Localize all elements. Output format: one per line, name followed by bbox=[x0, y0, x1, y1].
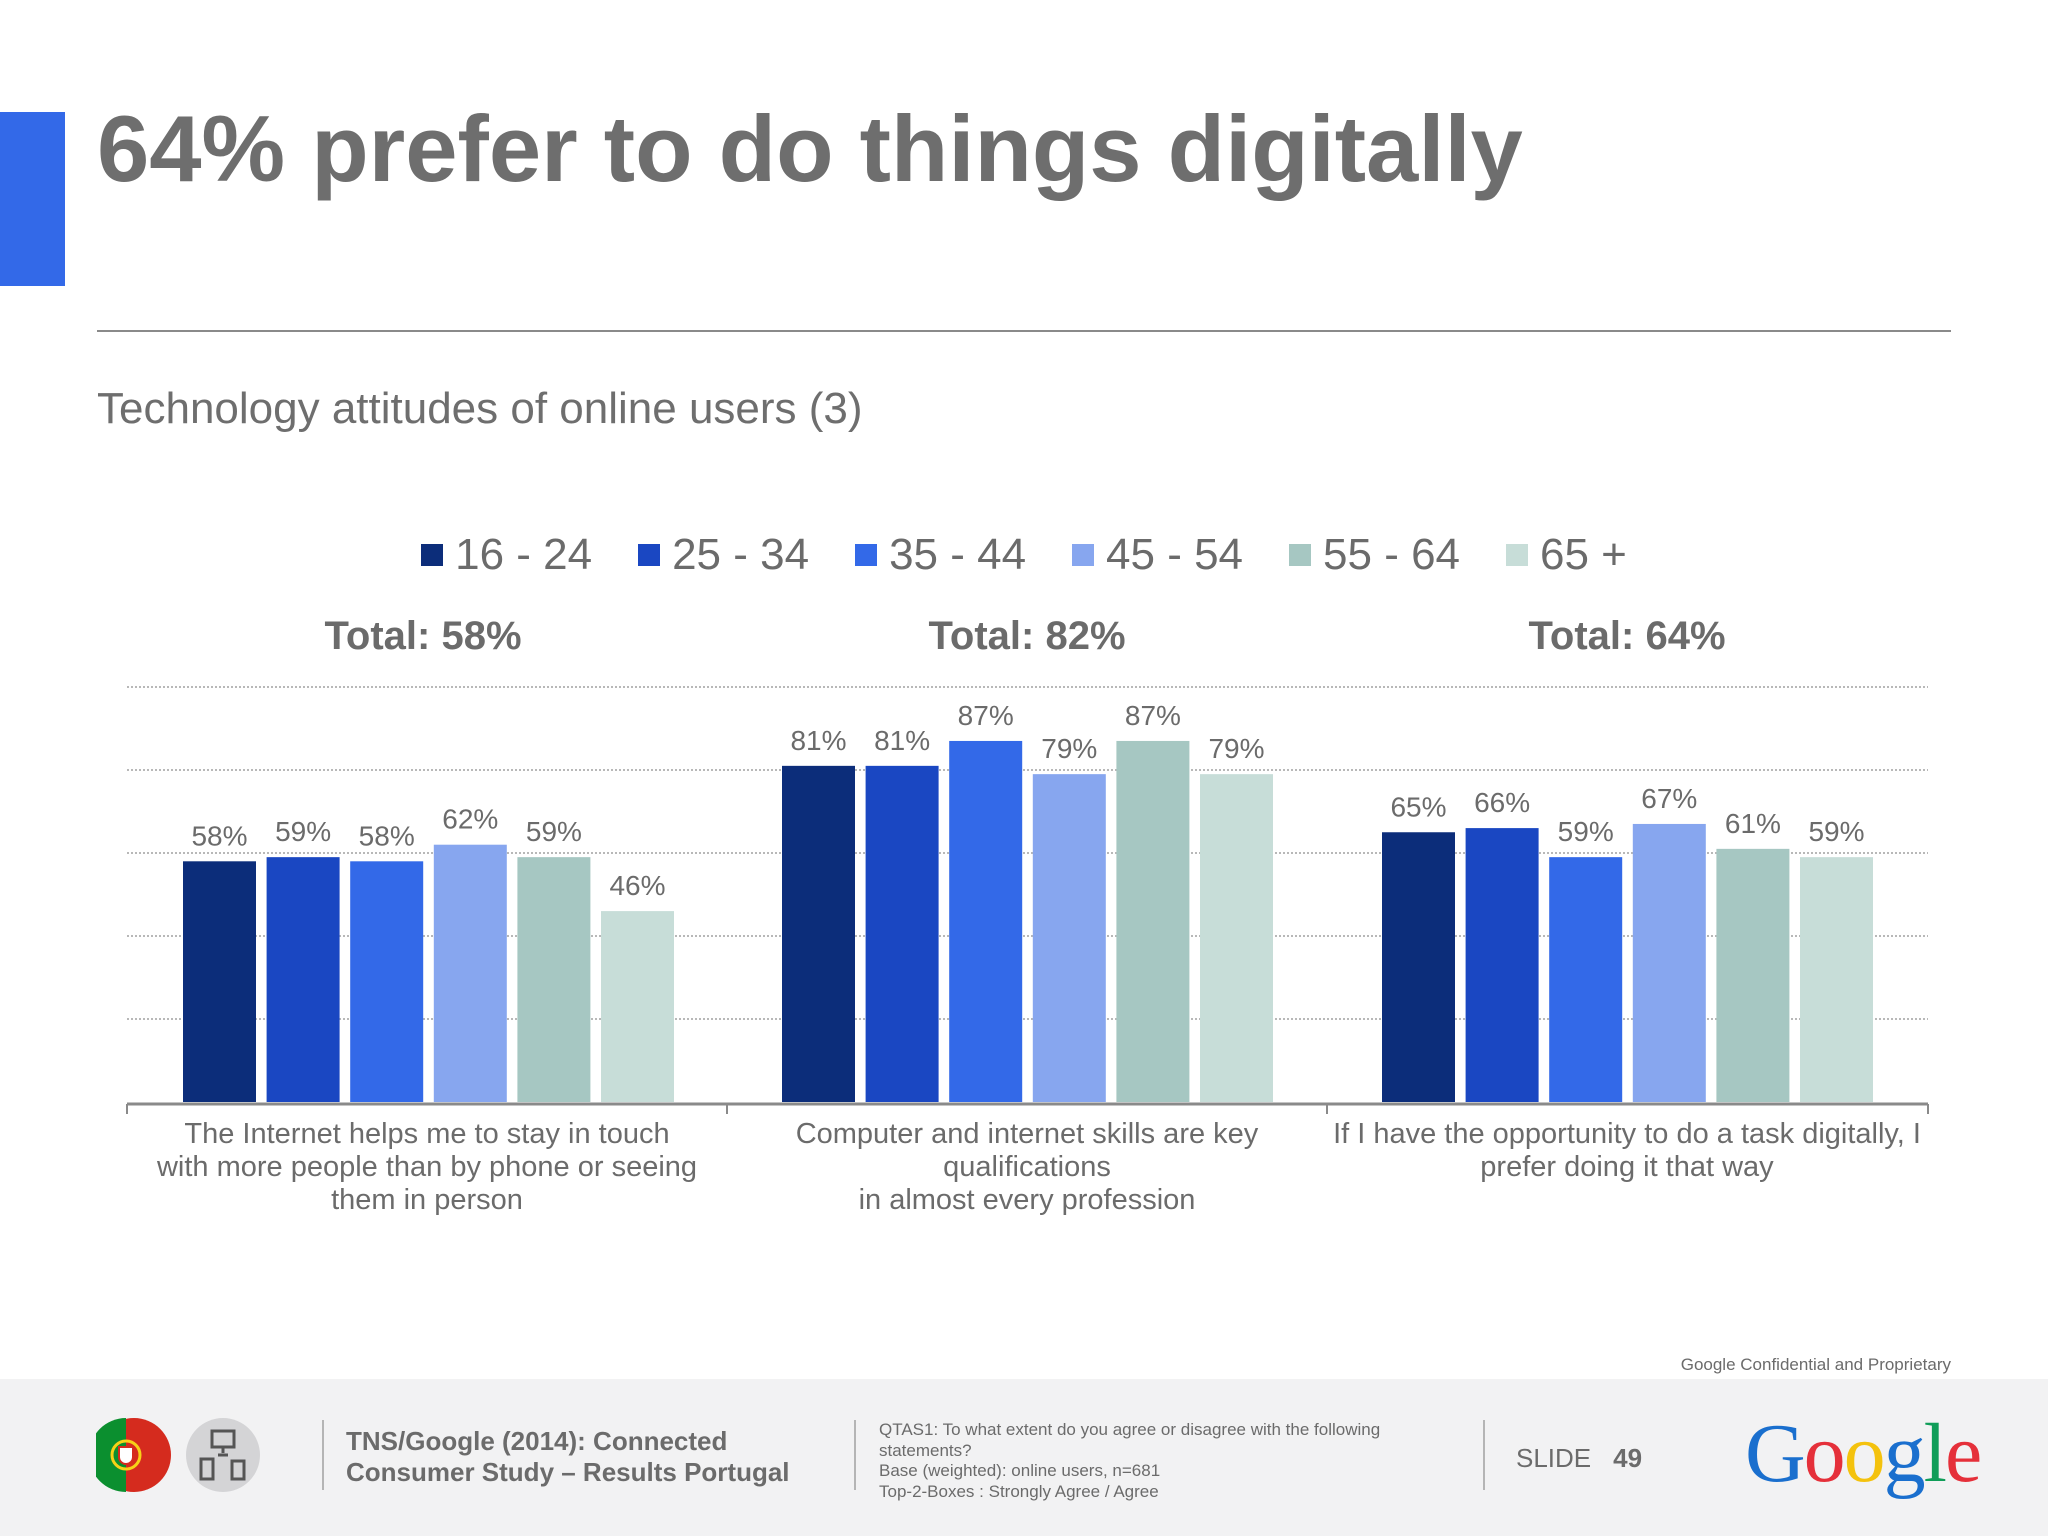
bar bbox=[183, 861, 256, 1102]
category-label: The Internet helps me to stay in touch wi… bbox=[127, 1118, 727, 1217]
google-logo: Google bbox=[1745, 1407, 1982, 1500]
category-label: Computer and internet skills are key qual… bbox=[727, 1118, 1327, 1217]
data-label: 66% bbox=[1474, 787, 1530, 818]
legend-swatch bbox=[1289, 544, 1312, 566]
data-label: 58% bbox=[191, 820, 247, 851]
data-label: 61% bbox=[1725, 808, 1781, 839]
footer-divider bbox=[854, 1420, 856, 1490]
legend-item: 16 - 24 bbox=[421, 530, 592, 580]
bar bbox=[350, 861, 424, 1102]
legend-item: 55 - 64 bbox=[1289, 530, 1460, 580]
legend-label: 25 - 34 bbox=[672, 530, 810, 579]
bar bbox=[517, 857, 591, 1102]
bar bbox=[1716, 848, 1790, 1102]
category-label-line: in almost every profession bbox=[858, 1184, 1196, 1216]
bar bbox=[266, 857, 340, 1102]
page-title: 64% prefer to do things digitally bbox=[97, 96, 1523, 201]
category-label-line: qualifications bbox=[943, 1151, 1111, 1183]
footer-divider bbox=[1483, 1420, 1485, 1490]
page-subtitle: Technology attitudes of online users (3) bbox=[97, 384, 863, 433]
bar bbox=[1382, 832, 1455, 1102]
data-label: 67% bbox=[1641, 783, 1697, 814]
bar bbox=[1200, 774, 1273, 1102]
title-divider bbox=[97, 330, 1951, 332]
data-label: 65% bbox=[1390, 791, 1446, 822]
category-label-line: The Internet helps me to stay in touch bbox=[184, 1118, 670, 1150]
note-line: Top-2-Boxes : Strongly Agree / Agree bbox=[879, 1481, 1159, 1501]
legend-item: 25 - 34 bbox=[638, 530, 809, 580]
slide-number: SLIDE 49 bbox=[1516, 1443, 1642, 1474]
bar bbox=[1032, 774, 1106, 1102]
legend-swatch bbox=[1506, 544, 1529, 566]
category-label: If I have the opportunity to do a task d… bbox=[1327, 1118, 1927, 1184]
data-label: 46% bbox=[609, 870, 665, 901]
legend-label: 65 + bbox=[1540, 530, 1627, 579]
portugal-flag-icon bbox=[96, 1418, 171, 1492]
slide-label: SLIDE bbox=[1516, 1443, 1592, 1473]
data-label: 81% bbox=[790, 725, 846, 756]
legend-swatch bbox=[638, 544, 661, 566]
source-citation: TNS/Google (2014): Connected Consumer St… bbox=[346, 1426, 790, 1488]
devices-icon bbox=[186, 1418, 260, 1492]
bar bbox=[865, 765, 939, 1102]
data-label: 79% bbox=[1208, 733, 1264, 764]
category-label-line: Computer and internet skills are key bbox=[795, 1118, 1259, 1150]
footer bbox=[0, 1379, 2048, 1536]
group-total: Total: 58% bbox=[324, 614, 522, 658]
category-label-line: with more people than by phone or seeing bbox=[156, 1151, 698, 1183]
slide-number-value: 49 bbox=[1613, 1443, 1643, 1473]
legend-item: 65 + bbox=[1506, 530, 1627, 580]
legend-item: 35 - 44 bbox=[855, 530, 1026, 580]
bar bbox=[601, 911, 674, 1102]
legend-item: 45 - 54 bbox=[1072, 530, 1243, 580]
legend-label: 16 - 24 bbox=[455, 530, 593, 579]
note-line: QTAS1: To what extent do you agree or di… bbox=[879, 1420, 1381, 1439]
data-label: 62% bbox=[442, 804, 498, 835]
category-label-line: prefer doing it that way bbox=[1480, 1151, 1774, 1183]
bar bbox=[1800, 857, 1873, 1102]
methodology-notes: QTAS1: To what extent do you agree or di… bbox=[879, 1420, 1419, 1502]
category-label-line: If I have the opportunity to do a task d… bbox=[1333, 1118, 1921, 1150]
bar bbox=[1632, 823, 1706, 1102]
confidential-notice: Google Confidential and Proprietary bbox=[1680, 1355, 1951, 1374]
bar bbox=[1465, 828, 1539, 1102]
data-label: 59% bbox=[1558, 816, 1614, 847]
data-label: 79% bbox=[1041, 733, 1097, 764]
chart-legend: 16 - 24 25 - 34 35 - 44 45 - 54 55 - 64 65 + bbox=[0, 530, 2048, 580]
note-line: Base (weighted): online users, n=681 bbox=[879, 1461, 1161, 1480]
data-label: 58% bbox=[359, 820, 415, 851]
source-line: TNS/Google (2014): Connected bbox=[346, 1426, 728, 1456]
bar bbox=[782, 765, 855, 1102]
note-line: statements? bbox=[879, 1440, 972, 1460]
bar bbox=[1116, 740, 1190, 1102]
category-label-line: them in person bbox=[331, 1184, 523, 1216]
legend-label: 55 - 64 bbox=[1323, 530, 1461, 579]
bar bbox=[433, 844, 507, 1102]
data-label: 59% bbox=[1808, 816, 1864, 847]
source-line: Consumer Study – Results Portugal bbox=[346, 1457, 790, 1487]
legend-swatch bbox=[1072, 544, 1095, 566]
data-label: 59% bbox=[275, 816, 331, 847]
bar bbox=[1549, 857, 1623, 1102]
footer-divider bbox=[322, 1420, 324, 1490]
bar bbox=[949, 740, 1023, 1102]
data-label: 59% bbox=[526, 816, 582, 847]
legend-label: 35 - 44 bbox=[889, 530, 1027, 579]
legend-swatch bbox=[421, 544, 444, 566]
group-total: Total: 82% bbox=[928, 614, 1126, 658]
legend-label: 45 - 54 bbox=[1106, 530, 1244, 579]
title-accent-bar bbox=[0, 112, 65, 286]
group-total: Total: 64% bbox=[1528, 614, 1726, 658]
data-label: 87% bbox=[1125, 700, 1181, 731]
data-label: 81% bbox=[874, 725, 930, 756]
data-label: 87% bbox=[958, 700, 1014, 731]
legend-swatch bbox=[855, 544, 878, 566]
